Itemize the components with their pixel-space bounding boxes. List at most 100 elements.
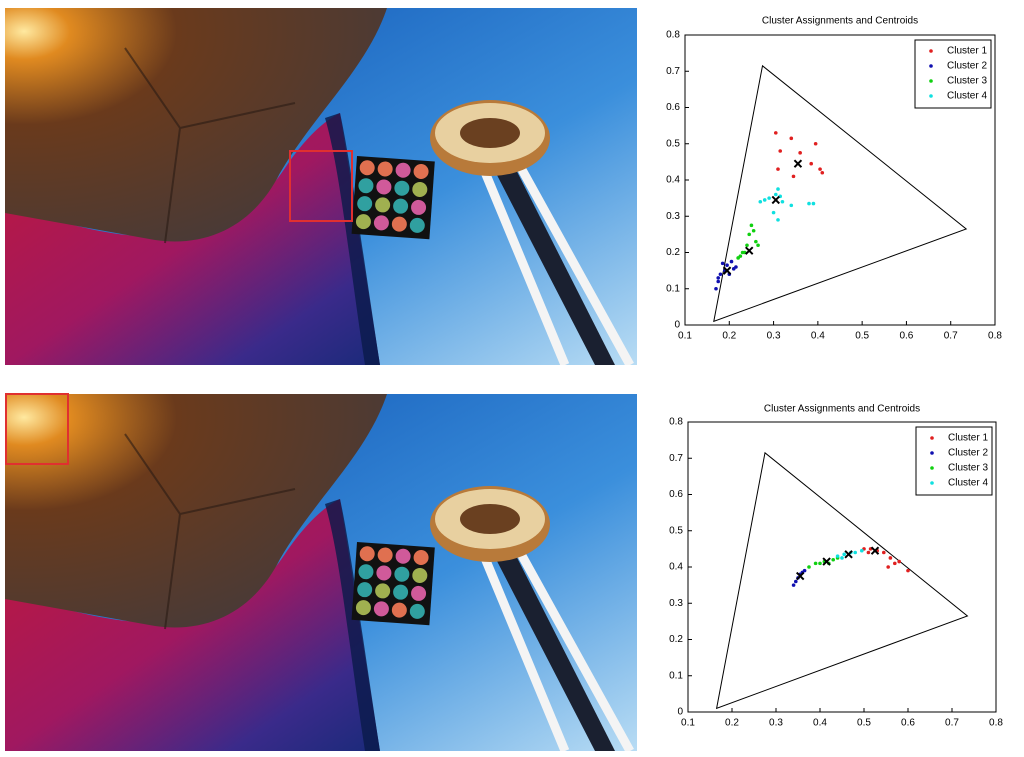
legend-label: Cluster 2 — [948, 448, 988, 459]
data-point — [714, 286, 718, 291]
highlight-box — [5, 393, 69, 465]
data-point — [754, 239, 758, 244]
centroid — [795, 571, 805, 581]
x-tick-label: 0.7 — [944, 331, 958, 342]
legend-label: Cluster 3 — [948, 463, 988, 474]
y-tick-label: 0.8 — [669, 417, 683, 428]
chart-title: Cluster Assignments and Centroids — [764, 404, 920, 415]
x-tick-label: 0.3 — [767, 331, 781, 342]
data-point — [897, 559, 901, 564]
data-point — [818, 167, 822, 171]
data-point — [771, 210, 776, 215]
charts: Cluster Assignments and Centroids 0.1 0.2 0… — [666, 16, 1003, 729]
x-tick-label: 0.7 — [945, 718, 959, 729]
y-tick-label: 0.7 — [669, 453, 683, 464]
x-tick-label: 0.5 — [855, 331, 869, 342]
data-point — [888, 556, 893, 560]
data-point — [716, 276, 721, 280]
data-point — [776, 187, 780, 191]
data-point — [776, 218, 780, 222]
data-point — [718, 272, 723, 277]
data-point — [745, 243, 749, 248]
data-point — [794, 579, 798, 584]
data-point — [809, 161, 814, 166]
data-point — [736, 256, 740, 260]
x-tick-label: 0.8 — [989, 718, 1003, 729]
data-point — [773, 192, 778, 197]
data-point — [886, 565, 890, 569]
y-tick-label: 0.1 — [666, 283, 680, 294]
legend-swatch — [930, 436, 934, 440]
legend-swatch — [929, 64, 933, 68]
data-point — [773, 131, 778, 135]
photo-bottom — [5, 394, 637, 751]
x-tick-label: 0.4 — [813, 718, 827, 729]
y-tick-label: 0.1 — [669, 670, 683, 681]
data-point — [720, 261, 725, 266]
y-tick-label: 0 — [677, 707, 683, 718]
data-point — [813, 141, 818, 146]
x-tick-label: 0.1 — [681, 718, 695, 729]
data-point — [820, 170, 825, 175]
data-point — [716, 279, 721, 284]
data-point — [778, 149, 783, 153]
x-tick-label: 0.6 — [901, 718, 915, 729]
y-tick-label: 0.4 — [669, 562, 683, 573]
data-point — [725, 263, 729, 267]
data-point — [756, 243, 760, 248]
legend-label: Cluster 4 — [948, 478, 988, 489]
legend-label: Cluster 4 — [947, 91, 987, 102]
x-tick-label: 0.4 — [811, 331, 825, 342]
legend-swatch — [929, 49, 933, 53]
data-point — [882, 550, 886, 555]
centroid — [745, 246, 754, 255]
centroid — [822, 557, 831, 566]
data-point — [807, 201, 811, 206]
data-point — [835, 554, 840, 558]
data-point — [813, 561, 818, 566]
data-point — [802, 568, 807, 573]
data-point — [780, 199, 785, 204]
x-tick-label: 0.2 — [722, 331, 736, 342]
highlight-box — [289, 150, 353, 222]
data-point — [749, 223, 754, 228]
y-tick-label: 0.2 — [669, 634, 683, 645]
x-tick-label: 0.6 — [899, 331, 913, 342]
data-point — [762, 198, 767, 202]
y-tick-label: 0.2 — [666, 247, 680, 258]
data-point — [860, 548, 864, 553]
data-point — [811, 201, 816, 206]
data-point — [776, 167, 780, 171]
data-point — [840, 556, 844, 560]
legend-swatch — [930, 451, 934, 455]
data-point — [798, 151, 802, 155]
legend-box — [915, 426, 993, 496]
data-point — [789, 203, 794, 208]
data-point — [831, 557, 835, 562]
data-point — [906, 568, 910, 573]
x-tick-label: 0.2 — [725, 718, 739, 729]
x-tick-label: 0.3 — [769, 718, 783, 729]
data-point — [791, 583, 796, 587]
centroid — [771, 195, 780, 205]
y-tick-label: 0.4 — [666, 175, 680, 186]
y-tick-label: 0.5 — [666, 138, 680, 149]
centroid — [870, 546, 880, 555]
chart-title: Cluster Assignments and Centroids — [762, 16, 918, 27]
x-tick-label: 0.5 — [857, 718, 871, 729]
data-point — [758, 199, 763, 204]
simplex-triangle — [713, 64, 968, 323]
data-point — [734, 265, 738, 269]
y-tick-label: 0.5 — [669, 525, 683, 536]
data-point — [853, 550, 857, 555]
data-point — [818, 561, 822, 566]
data-point — [789, 136, 794, 141]
y-tick-label: 0.3 — [669, 598, 683, 609]
legend-swatch — [929, 94, 933, 98]
data-point — [747, 232, 752, 237]
data-point — [767, 196, 771, 200]
data-point — [866, 550, 871, 555]
photo-top — [5, 8, 637, 365]
data-point — [751, 228, 756, 233]
